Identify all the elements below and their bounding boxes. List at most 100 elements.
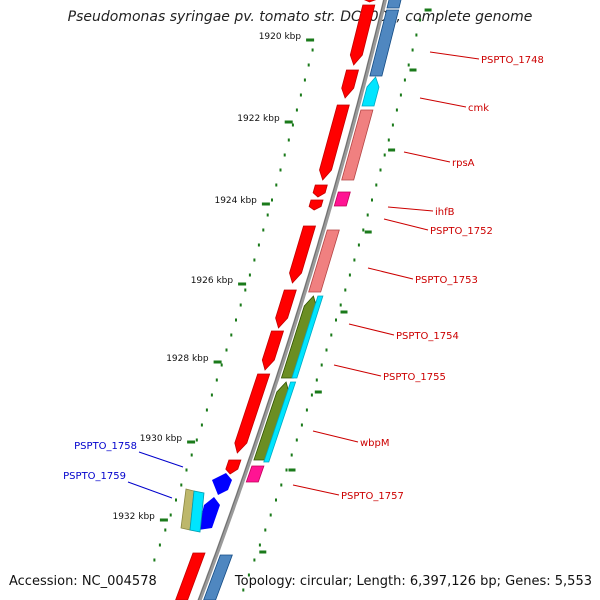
minor-tick (314, 390, 322, 394)
guide-dot-inner (285, 468, 288, 472)
guide-dot-outer (195, 438, 198, 442)
guide-dot-outer (190, 453, 193, 457)
cyan-strand (291, 295, 324, 379)
guide-dot-inner (310, 393, 313, 397)
guide-dot-outer (225, 348, 228, 352)
minor-tick (409, 68, 417, 72)
cds-feature (234, 373, 271, 454)
guide-dot-inner (258, 543, 261, 547)
guide-dot-inner (320, 363, 323, 367)
blue-gene-feature (198, 497, 220, 530)
tick-mark (306, 38, 315, 42)
gene-label: wbpM (360, 438, 390, 449)
outer-gene-feature (341, 109, 374, 181)
guide-dot-outer (158, 543, 161, 547)
guide-dot-inner (403, 78, 406, 82)
guide-dot-inner (371, 198, 373, 202)
accession-text: Accession: NC_004578 (9, 574, 157, 589)
label-leader (403, 151, 451, 163)
guide-dot-outer (287, 138, 290, 142)
guide-dot-outer (311, 48, 314, 52)
minor-tick (424, 8, 432, 12)
guide-dot-inner (300, 423, 303, 427)
outer-gene-feature (386, 0, 402, 9)
gene-label: PSPTO_1759 (63, 471, 126, 482)
guide-dot-outer (164, 528, 167, 532)
guide-dot-outer (215, 378, 218, 382)
cds-feature (341, 69, 360, 99)
guide-dot-outer (279, 168, 282, 172)
guide-dot-inner (375, 183, 378, 187)
cds-feature (308, 199, 324, 211)
cds-feature (289, 225, 317, 284)
gene-label: PSPTO_1753 (415, 275, 478, 286)
guide-dot-inner (366, 213, 369, 217)
gene-label: PSPTO_1748 (481, 55, 544, 66)
guide-dot-outer (235, 318, 237, 322)
label-leader (367, 267, 414, 280)
cds-feature (364, 0, 377, 3)
minor-tick (288, 468, 296, 472)
outer-gene-feature (361, 76, 380, 107)
guide-dot-inner (280, 483, 283, 487)
guide-dot-inner (344, 288, 347, 292)
gene-features (175, 0, 402, 600)
tick-mark (261, 202, 270, 206)
guide-dot-outer (239, 303, 242, 307)
tick-label: 1920 kbp (259, 32, 302, 42)
guide-dot-inner (247, 573, 250, 577)
guide-dot-inner (411, 48, 414, 52)
cds-feature (349, 4, 376, 66)
guide-dot-inner (387, 138, 390, 142)
guide-dot-inner (264, 528, 267, 532)
guide-dot-inner (242, 588, 245, 592)
cds-feature (225, 459, 242, 475)
guide-dot-inner (335, 318, 337, 322)
gene-label: PSPTO_1755 (383, 372, 446, 383)
genome-backbone (197, 0, 388, 600)
guide-dot-inner (395, 108, 398, 112)
label-leader (387, 206, 434, 212)
tick-label: 1928 kbp (166, 354, 209, 364)
gene-label: PSPTO_1752 (430, 226, 493, 237)
guide-dot-inner (253, 558, 256, 562)
guide-dot-outer (220, 363, 223, 367)
tick-label: 1922 kbp (237, 114, 280, 124)
guide-dot-outer (275, 183, 278, 187)
label-leader (138, 451, 184, 468)
outer-gene-feature (245, 465, 265, 483)
guide-dot-inner (295, 438, 298, 442)
guide-dot-outer (200, 423, 203, 427)
blue-gene-feature (212, 473, 232, 495)
guide-dot-inner (407, 63, 410, 67)
guide-dot-inner (325, 348, 328, 352)
guide-dot-outer (303, 78, 306, 82)
cds-feature (312, 184, 328, 198)
minor-tick (259, 550, 267, 554)
guide-dot-outer (210, 393, 213, 397)
gene-label: ihfB (435, 207, 455, 218)
guide-dot-outer (253, 258, 256, 262)
tick-mark (213, 360, 222, 364)
gene-label: cmk (468, 103, 489, 114)
backbone-line (197, 0, 388, 600)
guide-dot-outer (205, 408, 208, 412)
guide-dot-inner (330, 333, 333, 337)
backbone-shadow (197, 0, 385, 600)
guide-dot-outer (307, 63, 310, 67)
cds-feature (175, 552, 206, 600)
cds-feature (261, 330, 285, 371)
guide-dot-inner (415, 33, 418, 37)
guide-dot-outer (295, 108, 298, 112)
label-leader (429, 51, 480, 60)
label-leader (292, 484, 340, 496)
guide-dot-inner (305, 408, 308, 412)
guide-dot-inner (419, 18, 422, 22)
guide-dot-inner (391, 123, 394, 127)
guide-dot-outer (230, 333, 233, 337)
guide-dot-inner (362, 228, 365, 232)
tick-mark (238, 282, 247, 286)
cds-feature (319, 104, 350, 181)
